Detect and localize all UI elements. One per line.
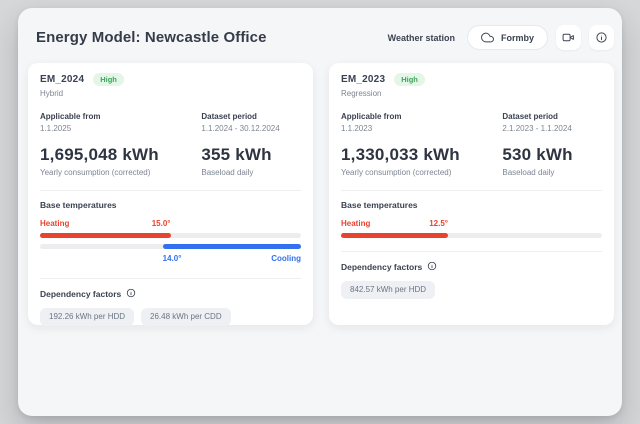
- page-title: Energy Model: Newcastle Office: [36, 29, 267, 46]
- dataset-period-label: Dataset period: [201, 112, 257, 121]
- weather-station-label: Weather station: [387, 32, 455, 43]
- cooling-label: Cooling: [271, 254, 301, 263]
- video-button[interactable]: [556, 25, 581, 50]
- yearly-consumption-value: 1,330,033 kWh: [341, 145, 460, 164]
- heating-bar: [341, 233, 602, 238]
- dependency-factor-chips: 842.57 kWh per HDD: [341, 281, 602, 299]
- applicable-from-value: 1.1.2025: [40, 124, 72, 133]
- heating-value: 12.5°: [429, 219, 448, 228]
- applicable-from-label: Applicable from: [40, 112, 101, 121]
- dataset-period-value: 2.1.2023 - 1.1.2024: [502, 124, 572, 133]
- dependency-factors-label: Dependency factors: [341, 262, 423, 272]
- factor-chip: 26.48 kWh per CDD: [141, 308, 231, 326]
- model-name: EM_2023: [341, 74, 386, 85]
- baseload-label: Baseload daily: [502, 168, 555, 177]
- info-icon[interactable]: [126, 288, 136, 300]
- cooling-bar: [40, 244, 301, 249]
- energy-model-panel: Energy Model: Newcastle Office Weather s…: [18, 8, 622, 416]
- dataset-period-label: Dataset period: [502, 112, 558, 121]
- yearly-consumption-value: 1,695,048 kWh: [40, 145, 159, 164]
- cooling-value: 14.0°: [162, 254, 182, 263]
- info-icon[interactable]: [427, 261, 437, 273]
- divider: [40, 278, 301, 279]
- video-camera-icon: [562, 31, 575, 44]
- model-card: EM_2023 High Regression Applicable from …: [329, 63, 614, 325]
- heating-bar: [40, 233, 301, 238]
- heating-label: Heating: [341, 219, 371, 228]
- quality-badge: High: [93, 73, 124, 86]
- factor-chip: 842.57 kWh per HDD: [341, 281, 436, 299]
- base-temperatures-label: Base temperatures: [341, 200, 418, 210]
- dataset-period-value: 1.1.2024 - 30.12.2024: [201, 124, 280, 133]
- weather-station-button[interactable]: Formby: [466, 25, 548, 50]
- dependency-factor-chips: 192.26 kWh per HDD 26.48 kWh per CDD: [40, 308, 301, 326]
- dependency-factors-label: Dependency factors: [40, 289, 122, 299]
- applicable-from-value: 1.1.2023: [341, 124, 373, 133]
- heating-value: 15.0°: [151, 219, 171, 228]
- yearly-consumption-label: Yearly consumption (corrected): [341, 168, 452, 177]
- model-type: Hybrid: [40, 89, 64, 98]
- applicable-from-label: Applicable from: [341, 112, 402, 121]
- divider: [341, 190, 602, 191]
- heating-bar-fill: [341, 233, 448, 238]
- divider: [40, 190, 301, 191]
- model-card: EM_2024 High Hybrid Applicable from 1.1.…: [28, 63, 313, 326]
- model-type: Regression: [341, 89, 382, 98]
- quality-badge: High: [394, 73, 425, 86]
- yearly-consumption-label: Yearly consumption (corrected): [40, 168, 151, 177]
- weather-station-value: Formby: [500, 32, 534, 43]
- heating-bar-fill: [40, 233, 171, 238]
- cooling-bar-fill: [162, 244, 301, 249]
- info-button[interactable]: [589, 25, 614, 50]
- base-temperatures-label: Base temperatures: [40, 200, 117, 210]
- cooling-labels: 14.0° Cooling: [40, 254, 301, 265]
- model-cards-row: EM_2024 High Hybrid Applicable from 1.1.…: [18, 63, 622, 326]
- cloud-icon: [481, 31, 494, 44]
- factor-chip: 192.26 kWh per HDD: [40, 308, 135, 326]
- header-actions: Weather station Formby: [388, 25, 614, 50]
- panel-header: Energy Model: Newcastle Office Weather s…: [18, 8, 622, 63]
- baseload-value: 530 kWh: [502, 145, 573, 164]
- baseload-label: Baseload daily: [201, 168, 254, 177]
- divider: [341, 251, 602, 252]
- baseload-value: 355 kWh: [201, 145, 272, 164]
- model-name: EM_2024: [40, 74, 85, 85]
- heating-label: Heating: [40, 219, 70, 228]
- info-icon: [595, 31, 608, 44]
- base-temperature-bars: Heating 12.5°: [341, 219, 602, 238]
- base-temperature-bars: Heating 15.0° 14.0° Cooling: [40, 219, 301, 265]
